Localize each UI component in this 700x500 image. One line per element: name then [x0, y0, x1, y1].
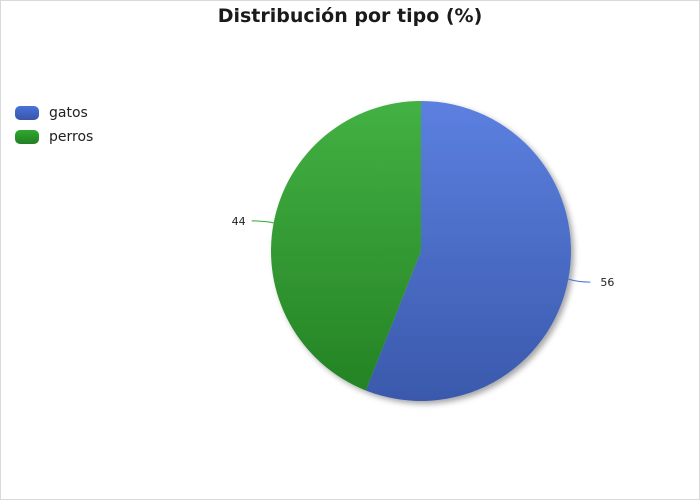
data-label-gatos: 56: [600, 276, 614, 289]
data-label-perros: 44: [232, 215, 246, 228]
legend-label-perros: perros: [49, 129, 94, 145]
pie-slices: [270, 101, 571, 402]
legend-item-gatos[interactable]: gatos: [15, 101, 93, 125]
legend-swatch-perros: [15, 130, 39, 144]
legend-swatch-gatos: [15, 106, 39, 120]
legend-label-gatos: gatos: [49, 105, 88, 121]
pie-slice-gatos[interactable]: [365, 101, 571, 402]
leader-line-perros: [251, 220, 274, 224]
pie-slice-perros[interactable]: [270, 101, 421, 391]
leader-line-gatos: [568, 278, 591, 283]
chart-title: Distribución por tipo (%): [217, 5, 483, 27]
legend-item-perros[interactable]: perros: [15, 125, 93, 149]
legend: gatos perros: [15, 101, 93, 149]
